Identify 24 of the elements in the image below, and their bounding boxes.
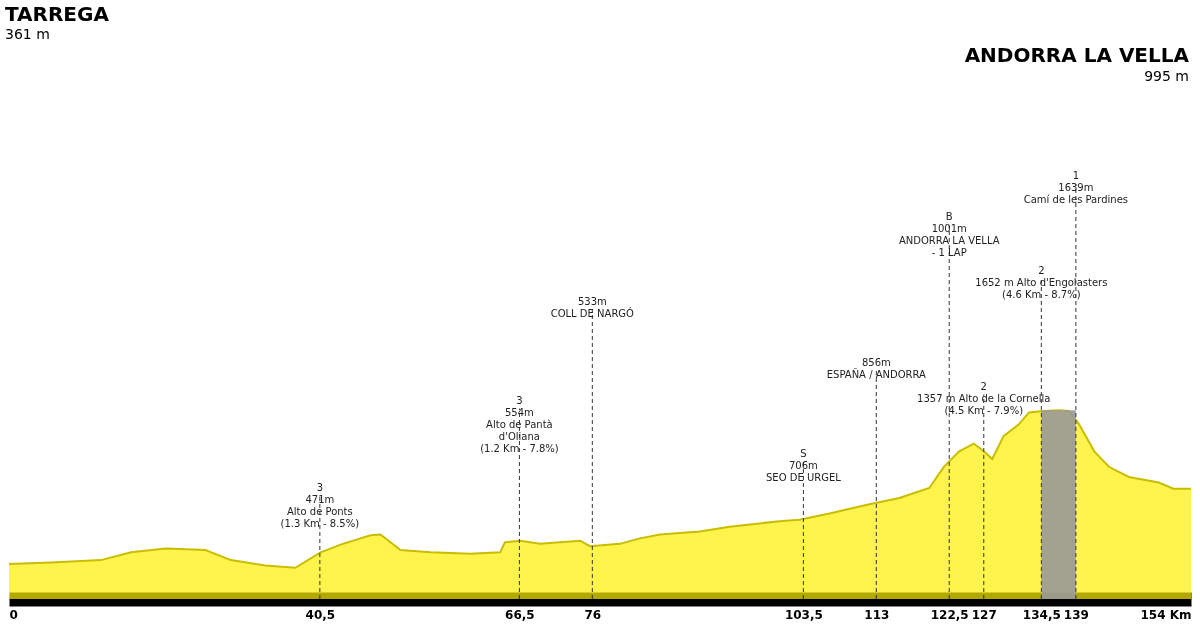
chart-title: TARREGA: [5, 2, 110, 26]
ref-line-label: 2 1357 m Alto de la Cornella (4.5 Km - 7.9%): [917, 380, 1051, 416]
x-tick-label: 0: [9, 607, 18, 622]
text: 995 m: [1144, 68, 1189, 84]
x-tick-label: 127: [971, 607, 997, 622]
ref-line-label: 3 471m Alto de Ponts (1.3 Km - 8.5%): [280, 482, 360, 530]
x-tick-label: 113: [864, 607, 890, 622]
x-tick-label: 122,5: [930, 607, 969, 622]
x-tick-label: 40,5: [305, 607, 336, 622]
ref-line-label: 856m ESPAÑA / ANDORRA: [826, 356, 927, 380]
x-tick-label: 154 Km: [1140, 607, 1192, 622]
x-tick-label: 76: [584, 607, 602, 622]
x-tick-label: 66,5: [505, 607, 535, 622]
x-tick-label: 103,5: [784, 607, 823, 622]
ref-line-label: 3 554m Alto de Pantà d'Oliana (1.2 Km - 7.8%): [480, 394, 559, 454]
text: ANDORRA LA VELLA: [964, 43, 1190, 67]
ref-line-label: 1 1639m Camí de les Pardines: [1023, 170, 1129, 205]
x-tick-label: 139: [1063, 607, 1089, 622]
ref-line-label: 533m COLL DE NARGÓ: [550, 295, 635, 319]
ref-line-label: 2 1652 m Alto d'Engolasters (4.6 Km - 8.7%): [975, 264, 1108, 300]
x-tick-label: 134,5: [1022, 607, 1061, 622]
chart-subtitle: 361 m: [5, 26, 50, 42]
ref-line-label: B 1001m ANDORRA LA VELLA - 1 LAP: [898, 211, 1000, 259]
ref-line-label: S 706m SEO DE URGEL: [765, 448, 842, 484]
